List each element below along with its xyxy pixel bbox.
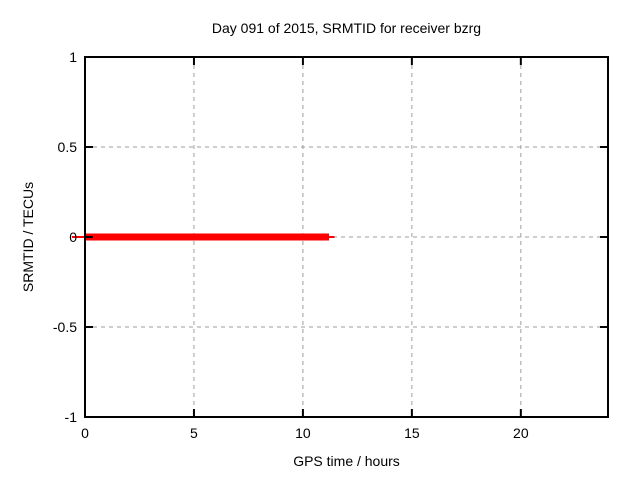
x-tick-label-20: 20: [513, 425, 529, 441]
y-tick-label-0.5: 0.5: [57, 139, 77, 155]
x-tick-label-0: 0: [81, 425, 89, 441]
x-tick-label-15: 15: [404, 425, 420, 441]
y-tick-label-0: 0: [69, 229, 77, 245]
y-tick-label-1: 1: [69, 49, 77, 65]
x-tick-label-5: 5: [190, 425, 198, 441]
y-tick-label--0.5: -0.5: [52, 319, 77, 335]
x-tick-label-10: 10: [295, 425, 311, 441]
y-tick-label--1: -1: [64, 409, 77, 425]
chart-title: Day 091 of 2015, SRMTID for receiver bzr…: [211, 20, 482, 36]
x-axis-label: GPS time / hours: [293, 453, 400, 469]
